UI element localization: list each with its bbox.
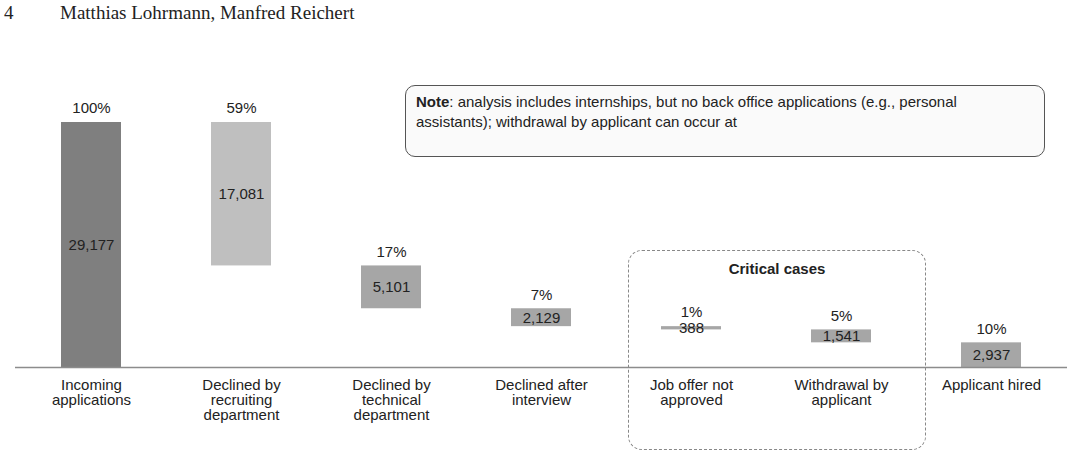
svg-text:100%: 100%	[72, 99, 110, 116]
svg-text:29,177: 29,177	[69, 236, 115, 253]
html-text:4: 4	[4, 2, 14, 23]
svg-text:5,101: 5,101	[373, 278, 411, 295]
svg-text:2,129: 2,129	[523, 309, 561, 326]
svg-text:5%: 5%	[831, 307, 853, 324]
svg-text:10%: 10%	[976, 320, 1006, 337]
svg-text:Incomingapplications: Incomingapplications	[52, 376, 131, 408]
svg-text:Applicant hired: Applicant hired	[942, 376, 1041, 393]
svg-text:Declined byrecruitingdepartmen: Declined byrecruitingdepartment	[202, 376, 281, 423]
html-text:Critical cases: Critical cases	[728, 260, 826, 277]
svg-text:1%: 1%	[681, 303, 703, 320]
svg-text:59%: 59%	[226, 99, 256, 116]
svg-text:17,081: 17,081	[219, 185, 265, 202]
svg-text:17%: 17%	[376, 243, 406, 260]
svg-text:Declined bytechnicaldepartment: Declined bytechnicaldepartment	[352, 376, 431, 423]
svg-text:388: 388	[679, 319, 704, 336]
html-text:Note: analysis includes intern: Note: analysis includes internships, but…	[416, 93, 957, 130]
svg-text:2,937: 2,937	[973, 346, 1011, 363]
svg-text:Withdrawal byapplicant: Withdrawal byapplicant	[794, 376, 889, 408]
svg-text:Job offer notapproved: Job offer notapproved	[650, 376, 734, 408]
html-text:Matthias Lohrmann, Manfred Rei: Matthias Lohrmann, Manfred Reichert	[60, 2, 355, 23]
svg-text:Declined afterinterview: Declined afterinterview	[495, 376, 588, 408]
svg-text:7%: 7%	[531, 286, 553, 303]
svg-text:1,541: 1,541	[823, 327, 861, 344]
